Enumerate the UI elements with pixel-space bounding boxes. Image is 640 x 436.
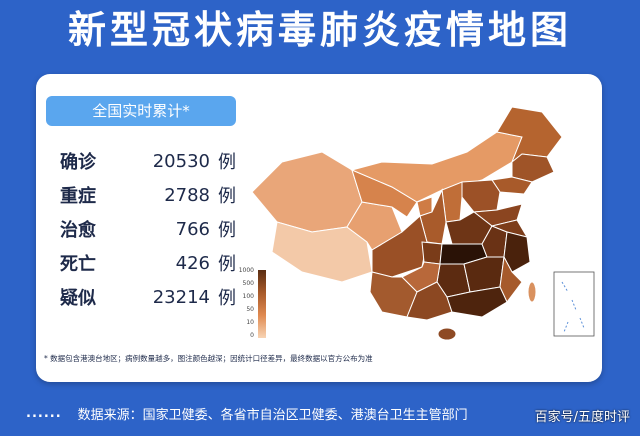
legend-tick: 10 (246, 319, 254, 326)
watermark: 百家号/五度时评 (534, 410, 630, 425)
stats-list: 确诊 20530 例 重症 2788 例 治愈 766 例 死亡 426 例 疑… (60, 144, 260, 314)
stat-row-suspected: 疑似 23214 例 (60, 280, 260, 314)
legend-tick: 1000 (238, 267, 254, 274)
stat-value: 426 (175, 252, 210, 274)
legend-tick: 0 (250, 332, 254, 339)
region-jiangxi (463, 256, 505, 293)
dots-decoration: ...... (26, 406, 62, 421)
stat-row-cured: 治愈 766 例 (60, 212, 260, 246)
stat-label: 死亡 (60, 254, 96, 275)
legend-tick: 100 (242, 293, 254, 300)
legend-color-bar (258, 270, 266, 338)
source-line: ...... 数据来源：国家卫健委、各省市自治区卫健委、港澳台卫生主管部门 (26, 404, 586, 423)
stat-label: 确诊 (60, 152, 96, 173)
stat-value: 20530 (152, 150, 210, 172)
stat-unit: 例 (218, 186, 236, 207)
stat-unit: 例 (218, 288, 236, 309)
stat-label: 重症 (60, 186, 96, 207)
stat-label: 疑似 (60, 288, 96, 309)
source-text: 数据来源：国家卫健委、各省市自治区卫健委、港澳台卫生主管部门 (77, 408, 468, 423)
legend-tick: 500 (242, 280, 254, 287)
stat-row-confirmed: 确诊 20530 例 (60, 144, 260, 178)
china-map-svg (251, 106, 595, 341)
stat-value: 766 (175, 218, 210, 240)
stat-row-deaths: 死亡 426 例 (60, 246, 260, 280)
page-title: 新型冠状病毒肺炎疫情地图 (67, 8, 572, 52)
stat-value: 23214 (152, 286, 210, 308)
region-taiwan (527, 281, 537, 303)
region-hainan (437, 327, 457, 341)
inset-dashes (561, 281, 585, 333)
stat-unit: 例 (218, 254, 236, 275)
region-xinjiang (251, 151, 363, 233)
stat-label: 治愈 (60, 220, 96, 241)
region-hebei (461, 179, 501, 213)
footnote: * 数据包含港澳台地区；病例数量越多，图注颜色越深；因统计口径差异，最终数据以官… (44, 354, 373, 363)
region-chongqing (421, 241, 443, 265)
legend: 1000 500 100 50 10 0 (234, 267, 274, 340)
stat-row-severe: 重症 2788 例 (60, 178, 260, 212)
stat-unit: 例 (218, 220, 236, 241)
region-jilin (511, 153, 555, 183)
region-guangdong (446, 286, 508, 318)
stat-value: 2788 (164, 184, 210, 206)
realtime-badge: 全国实时累计* (46, 96, 236, 126)
legend-tick: 50 (246, 306, 254, 313)
china-map (242, 92, 598, 348)
map-card: 全国实时累计* 确诊 20530 例 重症 2788 例 治愈 766 例 死亡… (36, 74, 602, 382)
stat-unit: 例 (218, 152, 236, 173)
